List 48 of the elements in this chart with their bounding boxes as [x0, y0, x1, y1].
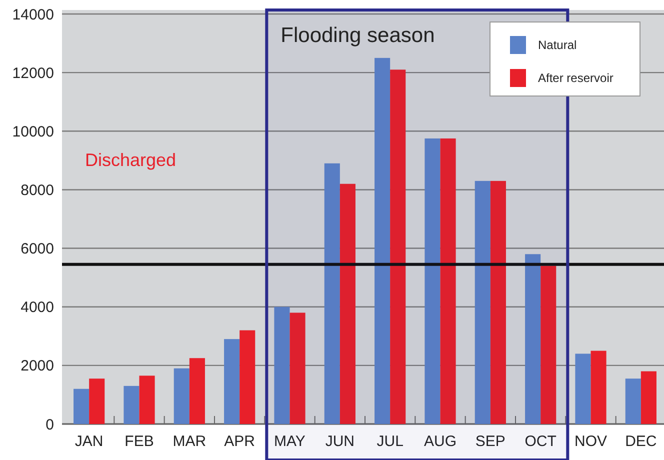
- x-tick-label: JAN: [74, 433, 104, 450]
- bar: [139, 376, 155, 424]
- x-tick-label: NOV: [574, 433, 608, 450]
- bar: [590, 350, 606, 424]
- x-tick-label: SEP: [475, 433, 506, 450]
- x-tick-label: JUN: [325, 433, 355, 450]
- y-tick-label: 0: [46, 416, 54, 434]
- bar: [525, 254, 541, 424]
- x-tick-label: MAR: [172, 433, 206, 450]
- x-tick-label: JUL: [376, 433, 404, 450]
- bar: [390, 70, 406, 424]
- y-tick-label: 6000: [20, 240, 54, 258]
- annotation: Discharged: [85, 150, 176, 170]
- bar: [274, 306, 290, 424]
- bar: [240, 330, 256, 424]
- y-tick-label: 8000: [20, 182, 54, 199]
- bar: [474, 180, 490, 424]
- bar: [490, 180, 506, 424]
- x-tick-label: DEC: [625, 433, 657, 450]
- bar: [625, 378, 641, 424]
- bar: [124, 386, 140, 424]
- bar: [290, 312, 306, 424]
- bar: [89, 378, 105, 424]
- bar: [340, 184, 356, 424]
- x-tick-label: MAY: [274, 433, 306, 450]
- bar: [424, 138, 440, 424]
- y-tick-label: 4000: [20, 299, 54, 316]
- bar: [374, 58, 390, 424]
- x-tick-label: AUG: [424, 433, 457, 450]
- x-tick-label: APR: [224, 433, 256, 450]
- y-tick-label: 12000: [12, 64, 54, 82]
- bar: [575, 354, 591, 424]
- x-tick-label: OCT: [524, 433, 556, 450]
- legend-label: After reservoir: [538, 71, 614, 86]
- bar: [74, 388, 90, 424]
- y-tick-label: 10000: [12, 123, 54, 140]
- y-tick-label: 14000: [12, 6, 54, 24]
- bar: [324, 163, 340, 424]
- y-tick-label: 2000: [20, 358, 54, 375]
- band-label: Flooding season: [280, 24, 435, 47]
- bar: [540, 266, 556, 424]
- bar: [440, 138, 456, 424]
- x-tick-label: FEB: [124, 433, 154, 450]
- legend-label: Natural: [538, 38, 577, 52]
- bar: [189, 358, 205, 424]
- bar: [224, 339, 240, 424]
- bar: [640, 371, 656, 424]
- bar: [174, 368, 190, 424]
